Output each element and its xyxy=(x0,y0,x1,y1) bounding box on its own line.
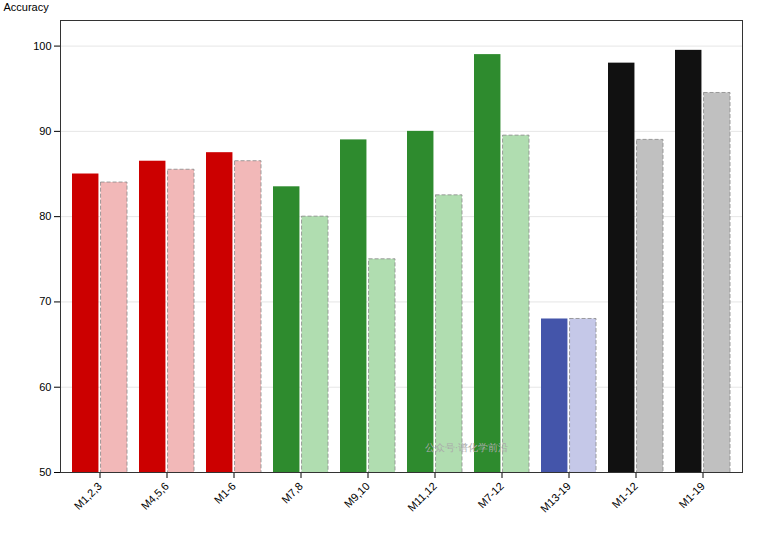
svg-text:60: 60 xyxy=(39,381,51,393)
svg-text:80: 80 xyxy=(39,210,51,222)
svg-text:M1-6: M1-6 xyxy=(212,480,238,506)
svg-text:M7-12: M7-12 xyxy=(475,480,506,511)
svg-text:公众号·谱化学前沿: 公众号·谱化学前沿 xyxy=(425,442,508,453)
svg-text:M11,12: M11,12 xyxy=(405,480,439,514)
svg-text:Accuracy: Accuracy xyxy=(4,1,50,13)
svg-text:M13-19: M13-19 xyxy=(538,480,573,515)
svg-text:M7,8: M7,8 xyxy=(279,480,305,506)
svg-text:M1,2,3: M1,2,3 xyxy=(72,480,104,512)
svg-text:M9,10: M9,10 xyxy=(342,480,372,510)
svg-text:50: 50 xyxy=(39,466,51,478)
svg-text:M1-19: M1-19 xyxy=(676,480,707,511)
svg-text:90: 90 xyxy=(39,125,51,137)
svg-text:M1-12: M1-12 xyxy=(609,480,640,511)
svg-text:M4,5,6: M4,5,6 xyxy=(139,480,171,512)
svg-text:100: 100 xyxy=(33,40,51,52)
svg-text:70: 70 xyxy=(39,295,51,307)
